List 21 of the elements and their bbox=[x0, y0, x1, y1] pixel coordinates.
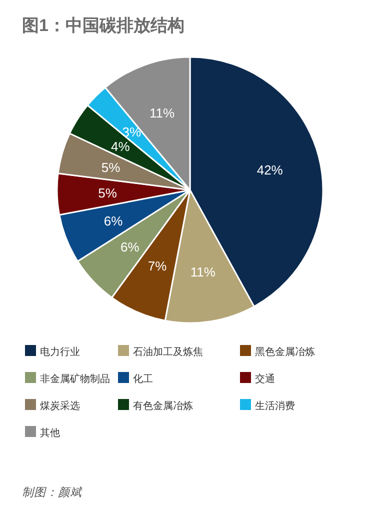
data-label: 4% bbox=[110, 138, 130, 154]
data-label: 5% bbox=[101, 160, 121, 175]
text: 制图：颜斌 bbox=[22, 486, 83, 499]
chart-title: 图1：中国碳排放结构 bbox=[22, 16, 184, 35]
legend-label: 黑色金属冶炼 bbox=[255, 346, 315, 358]
data-label: 42% bbox=[256, 162, 284, 178]
legend-label: 有色金属冶炼 bbox=[133, 400, 193, 412]
legend-label: 生活消费 bbox=[255, 400, 295, 412]
data-label: 7% bbox=[148, 258, 168, 274]
legend-label: 石油加工及炼焦 bbox=[133, 346, 203, 358]
legend-label: 其他 bbox=[40, 427, 60, 439]
legend-label: 煤炭采选 bbox=[40, 400, 80, 412]
data-label: 6% bbox=[104, 213, 124, 228]
legend-label: 交通 bbox=[255, 373, 275, 385]
data-label: 11% bbox=[190, 264, 216, 280]
legend-label: 电力行业 bbox=[40, 346, 80, 358]
data-label: 5% bbox=[98, 186, 118, 201]
legend-label: 化工 bbox=[133, 373, 153, 385]
data-label: 6% bbox=[120, 239, 140, 254]
data-label: 11% bbox=[150, 105, 176, 120]
legend-label: 非金属矿物制品 bbox=[40, 373, 110, 385]
